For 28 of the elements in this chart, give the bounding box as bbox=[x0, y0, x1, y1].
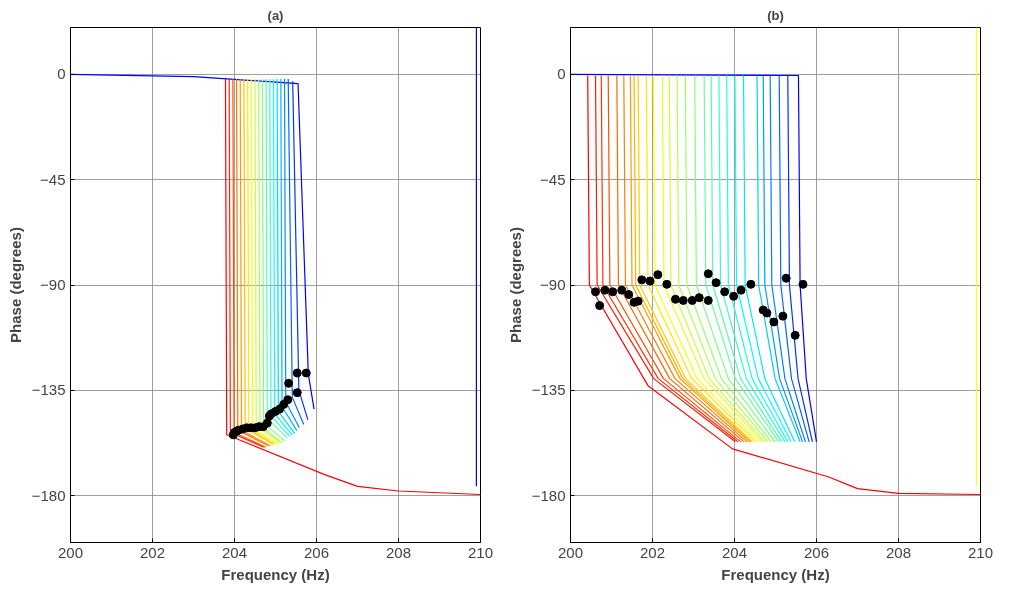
y-tick-label: −45 bbox=[40, 170, 66, 188]
x-tick-label: 210 bbox=[967, 543, 994, 561]
y-tick-label: 0 bbox=[557, 65, 566, 83]
y-tick-label: −90 bbox=[40, 276, 66, 293]
chart-title: (a) bbox=[267, 7, 284, 23]
x-tick-label: 208 bbox=[885, 543, 912, 561]
x-tick-label: 200 bbox=[557, 543, 584, 561]
x-tick-label: 204 bbox=[721, 543, 748, 561]
x-tick-label: 200 bbox=[57, 543, 84, 561]
y-tick-label: −180 bbox=[531, 486, 566, 504]
y-tick-label: −180 bbox=[31, 486, 66, 504]
y-tick-label: 0 bbox=[57, 65, 66, 83]
chart-title: (b) bbox=[767, 7, 784, 23]
x-axis-title: Frequency (Hz) bbox=[721, 565, 830, 583]
x-axis-title: Frequency (Hz) bbox=[221, 565, 330, 583]
y-axis-title: Phase (degrees) bbox=[506, 227, 524, 343]
y-tick-label: −45 bbox=[540, 170, 566, 188]
y-tick-label: −90 bbox=[540, 276, 566, 293]
x-tick-label: 204 bbox=[221, 543, 248, 561]
y-tick-label: −135 bbox=[31, 381, 66, 399]
y-axis-title: Phase (degrees) bbox=[6, 227, 24, 343]
x-tick-label: 210 bbox=[467, 543, 494, 561]
y-tick-label: −135 bbox=[531, 381, 566, 399]
x-tick-label: 206 bbox=[803, 543, 830, 561]
x-tick-label: 208 bbox=[385, 543, 412, 561]
x-tick-label: 206 bbox=[303, 543, 330, 561]
x-tick-label: 202 bbox=[639, 543, 666, 561]
x-tick-label: 202 bbox=[139, 543, 166, 561]
